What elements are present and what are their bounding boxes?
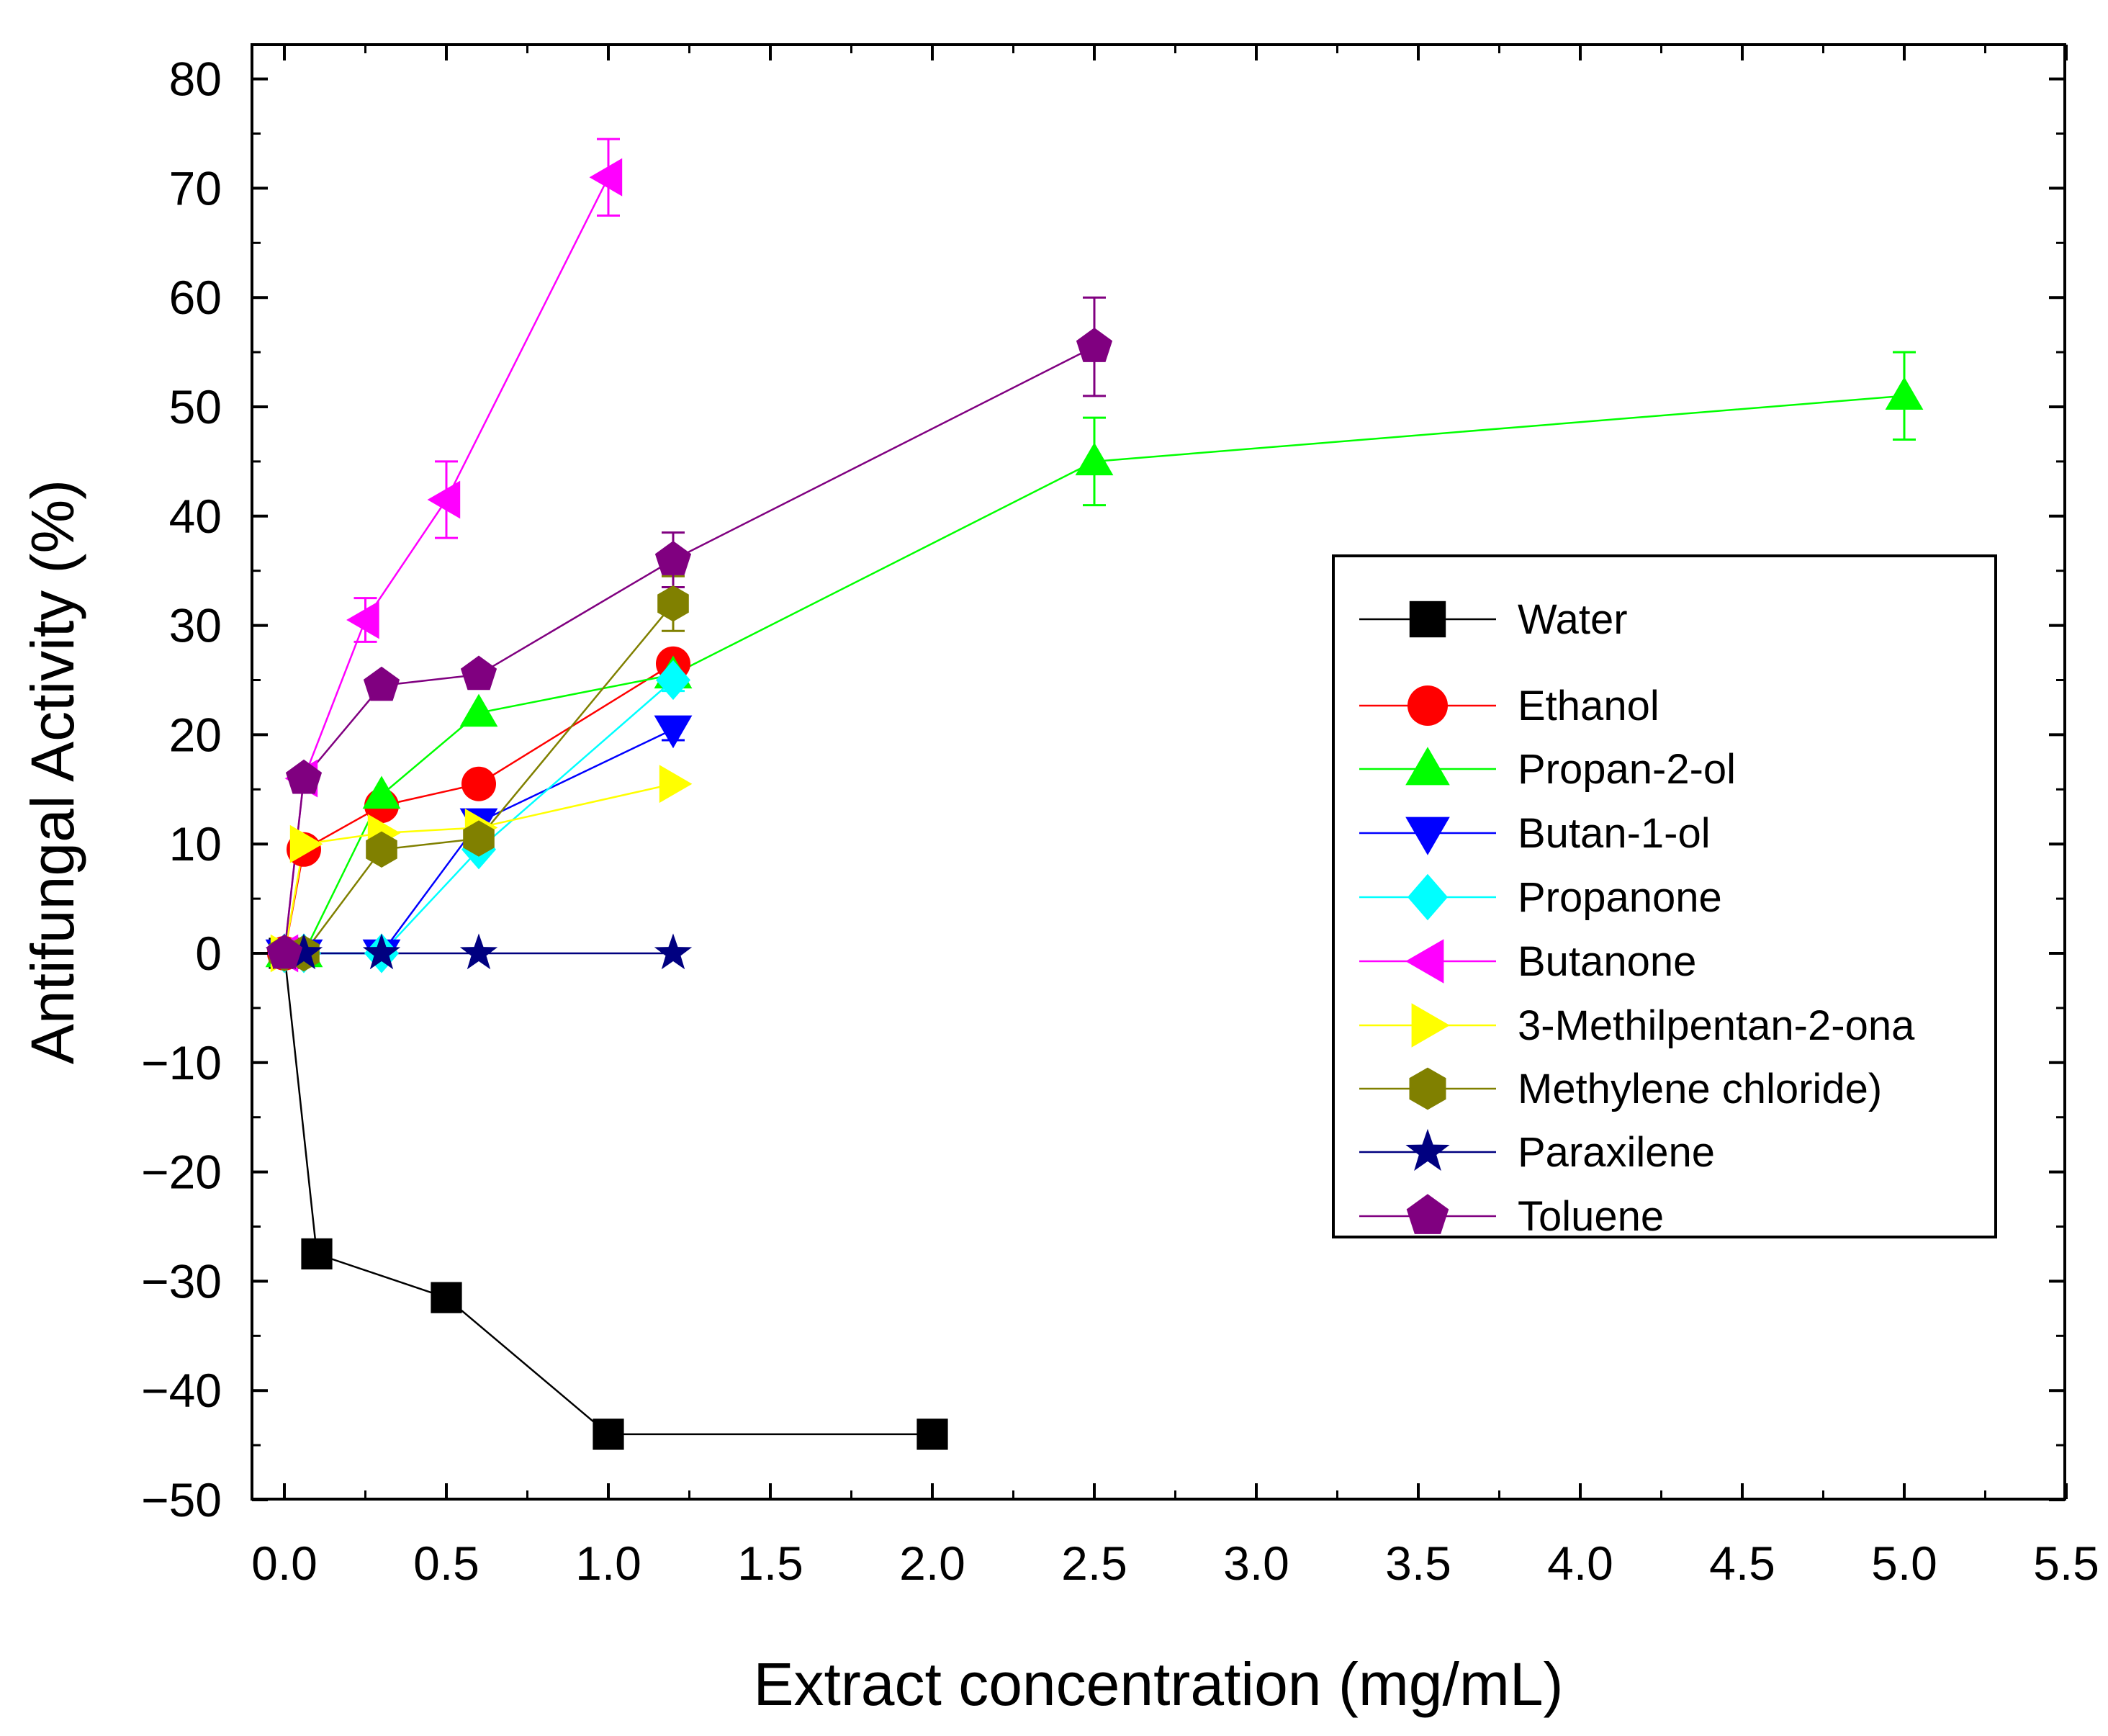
data-point-methylene-chloride — [463, 820, 495, 857]
y-tick-label: −30 — [141, 1254, 222, 1308]
x-axis-ticks: 0.0 0.5 1.0 1.5 2.0 2.5 3.0 3.5 4.0 4.5 5.0 5.5 — [251, 45, 2099, 1590]
data-point-butan-1-ol — [654, 715, 693, 749]
data-point-toluene — [363, 666, 400, 701]
data-point-propan-2-ol — [1075, 442, 1114, 476]
plot-frame — [251, 43, 2066, 1501]
x-tick-label: 5.0 — [1871, 1537, 1937, 1590]
data-point-butanone — [589, 158, 623, 197]
data-point-propanone — [656, 660, 690, 701]
y-tick-label: −10 — [141, 1036, 222, 1089]
legend-label-butanone: Butanone — [1518, 938, 1696, 985]
x-tick-label: 1.0 — [575, 1537, 641, 1590]
y-axis-title: Antifungal Activity (%) — [19, 480, 86, 1064]
data-point-3-methilpentan-2-ona — [659, 765, 693, 804]
data-point-propan-2-ol — [362, 775, 401, 809]
y-tick-label: 10 — [169, 817, 222, 871]
legend-label-ethanol: Ethanol — [1518, 683, 1659, 729]
x-tick-label: 2.5 — [1061, 1537, 1127, 1590]
y-tick-label: 0 — [195, 927, 222, 980]
x-tick-label: 3.5 — [1385, 1537, 1451, 1590]
y-tick-label: 60 — [169, 271, 222, 324]
data-point-water — [916, 1418, 948, 1450]
data-point-water — [301, 1238, 333, 1270]
series-markers — [265, 158, 1924, 1450]
data-point-paraxilene — [459, 933, 498, 970]
legend-marker-ethanol — [1407, 685, 1448, 726]
y-tick-label: 70 — [169, 161, 222, 215]
x-tick-label: 2.0 — [899, 1537, 965, 1590]
y-tick-label: −20 — [141, 1146, 222, 1199]
y-tick-label: −50 — [141, 1473, 222, 1526]
x-tick-label: 5.5 — [2033, 1537, 2099, 1590]
y-tick-label: 50 — [169, 380, 222, 433]
x-tick-label: 0.5 — [413, 1537, 479, 1590]
y-tick-label: 40 — [169, 490, 222, 543]
data-point-paraxilene — [654, 933, 693, 970]
data-point-water — [431, 1282, 462, 1313]
legend-marker-3-methilpentan-2-ona — [1411, 1003, 1450, 1048]
x-tick-label: 4.5 — [1709, 1537, 1775, 1590]
data-point-paraxilene — [362, 933, 401, 970]
data-point-butanone — [427, 480, 461, 519]
legend-label-methylene-chloride: Methylene chloride) — [1518, 1066, 1882, 1112]
data-point-paraxilene — [284, 933, 323, 970]
legend-label-propanone: Propanone — [1518, 874, 1722, 921]
x-tick-label: 1.5 — [737, 1537, 803, 1590]
legend-marker-butan-1-ol — [1405, 817, 1450, 855]
y-tick-label: 20 — [169, 708, 222, 761]
data-point-ethanol — [461, 766, 496, 801]
legend-label-paraxilene: Paraxilene — [1518, 1129, 1715, 1176]
data-point-toluene — [266, 934, 303, 969]
legend-marker-toluene — [1406, 1194, 1449, 1234]
data-point-butanone — [346, 601, 379, 639]
y-tick-label: 80 — [169, 53, 222, 106]
data-point-toluene — [285, 759, 323, 794]
legend-label-water: Water — [1518, 596, 1628, 643]
data-point-methylene-chloride — [657, 585, 689, 622]
legend-label-toluene: Toluene — [1518, 1193, 1664, 1240]
data-point-water — [593, 1418, 624, 1450]
data-point-propan-2-ol — [1885, 377, 1924, 410]
legend-marker-paraxilene — [1405, 1128, 1450, 1171]
legend-label-propan-2-ol: Propan-2-ol — [1518, 746, 1736, 793]
data-point-3-methilpentan-2-ona — [289, 824, 323, 863]
legend-marker-water — [1409, 601, 1446, 638]
series-line-toluene — [283, 346, 1095, 954]
data-point-toluene — [654, 541, 692, 575]
legend-label-butan-1-ol: Butan-1-ol — [1518, 810, 1711, 857]
data-point-methylene-chloride — [366, 831, 397, 868]
y-axis-ticks: −50 −40 −30 −20 −10 0 10 20 30 40 50 60 70 80 — [141, 53, 2065, 1526]
x-tick-label: 0.0 — [251, 1537, 317, 1590]
x-tick-label: 4.0 — [1547, 1537, 1613, 1590]
x-axis-title: Extract concentration (mg/mL) — [753, 1650, 1563, 1718]
legend-label-3-methilpentan-2-ona: 3-Methilpentan-2-ona — [1518, 1002, 1915, 1049]
legend: Water Ethanol Propan-2-ol Butan-1-ol Propano… — [1332, 554, 1997, 1240]
legend-marker-methylene-chloride — [1409, 1067, 1446, 1110]
data-point-propan-2-ol — [459, 693, 498, 727]
x-tick-label: 3.0 — [1223, 1537, 1289, 1590]
data-point-toluene — [460, 655, 497, 691]
y-tick-label: 30 — [169, 599, 222, 652]
legend-marker-propanone — [1407, 873, 1448, 921]
y-tick-label: −40 — [141, 1364, 222, 1417]
legend-marker-butanone — [1405, 939, 1444, 984]
legend-marker-propan-2-ol — [1405, 747, 1450, 786]
data-point-toluene — [1076, 328, 1113, 362]
